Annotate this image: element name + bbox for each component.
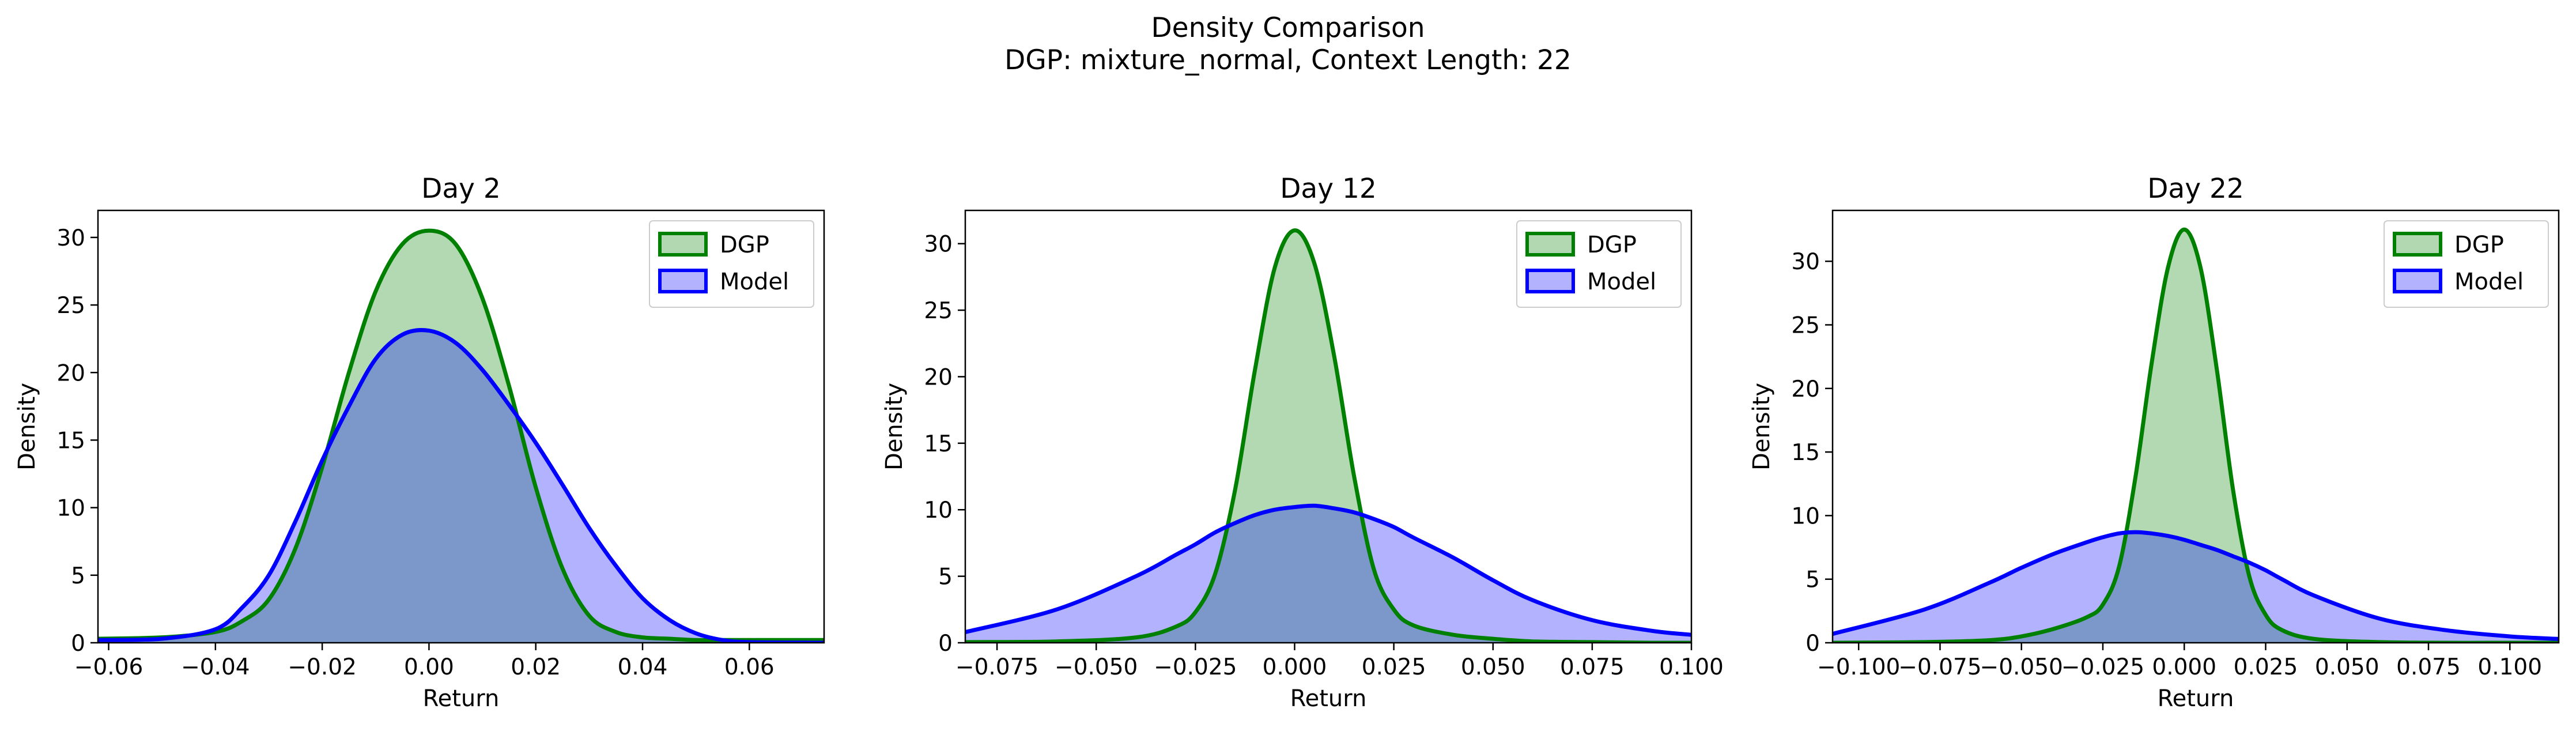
y-tick-label: 15 [1791,440,1820,466]
y-tick-label: 10 [924,497,953,523]
x-tick-label: −0.02 [288,654,357,680]
subplot-3: −0.100−0.075−0.050−0.025 0.000 0.025 0.050 0… [1748,173,2560,712]
y-tick-label: 0 [1806,631,1820,657]
x-tick-label: −0.025 [1154,654,1237,680]
dgp-area [98,231,824,643]
x-tick-label: 0.100 [2477,654,2542,680]
y-tick-label: 25 [924,298,953,324]
subplot-2: −0.075 −0.050 −0.025 0.000 0.025 0.050 0.075 0.… [881,173,1724,712]
x-tick-label: 0.100 [1659,654,1724,680]
y-axis-label: Density [881,383,908,470]
x-tick-label: 0.00 [404,654,454,680]
legend-swatch-model [1525,269,1575,293]
y-tick-label: 25 [1791,313,1820,339]
legend-swatch-model [658,269,708,293]
x-tick-label: 0.050 [1461,654,1525,680]
y-tick-label: 5 [71,563,85,589]
x-tick-label: −0.04 [181,654,250,680]
x-axis-label: Return [1290,685,1367,712]
legend-label-model: Model [1587,269,1656,295]
y-axis-label: Density [14,383,40,470]
model-area [98,330,824,643]
figure-subtitle: DGP: mixture_normal, Context Length: 22 [1004,44,1572,76]
y-axis-label: Density [1748,383,1775,470]
y-tick-label: 10 [56,496,85,522]
x-tick-label: −0.075 [1898,654,1981,680]
axes-frame [1831,209,2560,644]
plot-area [1833,227,2559,643]
y-tick-label: 0 [71,631,85,657]
dgp-area [1833,229,2559,643]
subplots: −0.06 −0.04 −0.02 0.00 0.02 0.04 0.06 0 5 10 15 20 2… [14,173,2560,712]
model-line [98,328,824,643]
legend: DGP Model [2384,220,2549,308]
legend-label-dgp: DGP [1587,232,1637,258]
legend-swatch-dgp [658,232,708,257]
subplot-title: Day 2 [421,173,501,205]
y-tick-label: 5 [938,564,953,590]
axes-frame [964,209,1693,644]
x-axis-label: Return [2158,685,2234,712]
plot-area [98,228,824,643]
x-tick-label: 0.025 [1362,654,1426,680]
legend: DGP Model [649,220,814,308]
x-tick-label: −0.06 [74,654,143,680]
y-tick-label: 10 [1791,503,1820,529]
x-axis-label: Return [423,685,500,712]
dgp-line [965,228,1691,643]
x-tick-label: −0.025 [2061,654,2144,680]
y-tick-label: 15 [56,428,85,454]
model-area [1833,532,2559,643]
x-tick-label: 0.000 [2152,654,2216,680]
axes-frame [97,209,825,644]
subplot-1: −0.06 −0.04 −0.02 0.00 0.02 0.04 0.06 0 5 10 15 20 2… [14,173,825,712]
legend-swatch-dgp [1525,232,1575,257]
x-tick-label: 0.06 [724,654,775,680]
x-tick-label: 0.04 [618,654,668,680]
dgp-line [98,228,824,642]
legend-label-model: Model [2454,269,2524,295]
x-tick-label: 0.000 [1263,654,1327,680]
y-tick-label: 20 [56,360,85,386]
y-tick-label: 30 [1791,249,1820,275]
y-tick-label: 30 [56,225,85,251]
model-line [965,503,1691,637]
y-tick-label: 15 [924,431,953,457]
plot-area [965,228,1691,643]
y-tick-label: 5 [1806,567,1820,593]
legend-swatch-model [2393,269,2442,293]
y-tick-label: 20 [1791,376,1820,402]
model-area [965,506,1691,643]
y-tick-label: 20 [924,364,953,390]
figure-title: Density Comparison [1151,12,1425,44]
x-tick-label: −0.100 [1817,654,1900,680]
legend: DGP Model [1516,220,1682,308]
legend-label-dgp: DGP [2454,232,2504,258]
x-tick-label: 0.075 [2396,654,2461,680]
x-tick-label: −0.050 [1055,654,1138,680]
dgp-line [1833,227,2559,643]
y-tick-label: 30 [924,232,953,258]
model-line [1833,530,2559,641]
y-tick-label: 0 [938,631,953,657]
x-tick-label: 0.050 [2315,654,2379,680]
x-tick-label: −0.050 [1980,654,2063,680]
x-tick-label: 0.025 [2234,654,2298,680]
y-tick-label: 25 [56,293,85,319]
x-tick-label: 0.02 [511,654,561,680]
subplot-title: Day 12 [1280,173,1377,205]
subplot-title: Day 22 [2147,173,2244,205]
x-tick-label: −0.075 [955,654,1038,680]
x-tick-label: 0.075 [1560,654,1625,680]
legend-label-model: Model [720,269,789,295]
dgp-area [965,230,1691,643]
legend-swatch-dgp [2393,232,2442,257]
legend-label-dgp: DGP [720,232,769,258]
